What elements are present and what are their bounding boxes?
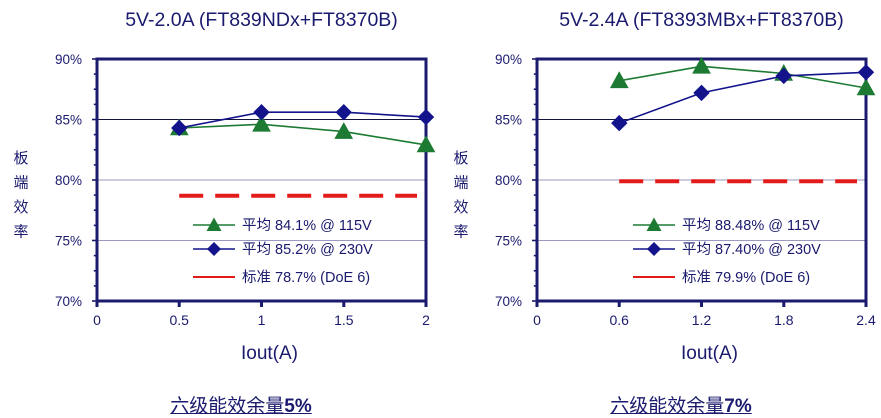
svg-text:率: 率	[453, 224, 468, 241]
svg-text:1: 1	[258, 312, 266, 328]
svg-text:效: 效	[453, 199, 468, 216]
svg-text:85%: 85%	[495, 113, 522, 128]
svg-text:板: 板	[453, 149, 468, 167]
svg-text:标准 78.7% (DoE 6): 标准 78.7% (DoE 6)	[242, 269, 370, 286]
svg-text:0.6: 0.6	[609, 312, 629, 328]
svg-text:1.5: 1.5	[334, 312, 354, 328]
svg-text:0: 0	[533, 312, 541, 328]
svg-text:1.2: 1.2	[692, 312, 712, 328]
svg-text:标准 79.9% (DoE 6): 标准 79.9% (DoE 6)	[682, 269, 810, 286]
svg-text:85%: 85%	[55, 113, 82, 128]
svg-text:效: 效	[13, 199, 28, 216]
svg-text:2.4: 2.4	[856, 312, 876, 328]
svg-text:Iout(A): Iout(A)	[241, 343, 298, 364]
svg-text:70%: 70%	[495, 294, 522, 309]
svg-text:板: 板	[13, 149, 28, 167]
svg-text:Iout(A): Iout(A)	[681, 343, 738, 364]
svg-text:2: 2	[422, 312, 430, 328]
svg-text:70%: 70%	[55, 294, 82, 309]
svg-text:1.8: 1.8	[774, 312, 794, 328]
svg-text:75%: 75%	[55, 234, 82, 249]
svg-text:75%: 75%	[495, 234, 522, 249]
svg-text:率: 率	[13, 224, 28, 241]
svg-text:端: 端	[453, 175, 468, 192]
svg-text:5V-2.4A (FT8393MBx+FT8370B): 5V-2.4A (FT8393MBx+FT8370B)	[559, 9, 844, 31]
svg-text:平均 88.48% @ 115V: 平均 88.48% @ 115V	[682, 217, 820, 234]
svg-text:0.5: 0.5	[169, 312, 189, 328]
svg-text:80%: 80%	[495, 173, 522, 188]
svg-text:80%: 80%	[55, 173, 82, 188]
svg-text:平均 84.1% @ 115V: 平均 84.1% @ 115V	[242, 217, 372, 234]
svg-text:平均 85.2% @ 230V: 平均 85.2% @ 230V	[242, 241, 373, 258]
svg-text:端: 端	[13, 175, 28, 192]
svg-text:5V-2.0A (FT839NDx+FT8370B): 5V-2.0A (FT839NDx+FT8370B)	[125, 9, 398, 31]
svg-text:0: 0	[93, 312, 101, 328]
svg-text:平均 87.40% @ 230V: 平均 87.40% @ 230V	[682, 241, 821, 258]
svg-text:90%: 90%	[55, 52, 82, 67]
svg-text:90%: 90%	[495, 52, 522, 67]
